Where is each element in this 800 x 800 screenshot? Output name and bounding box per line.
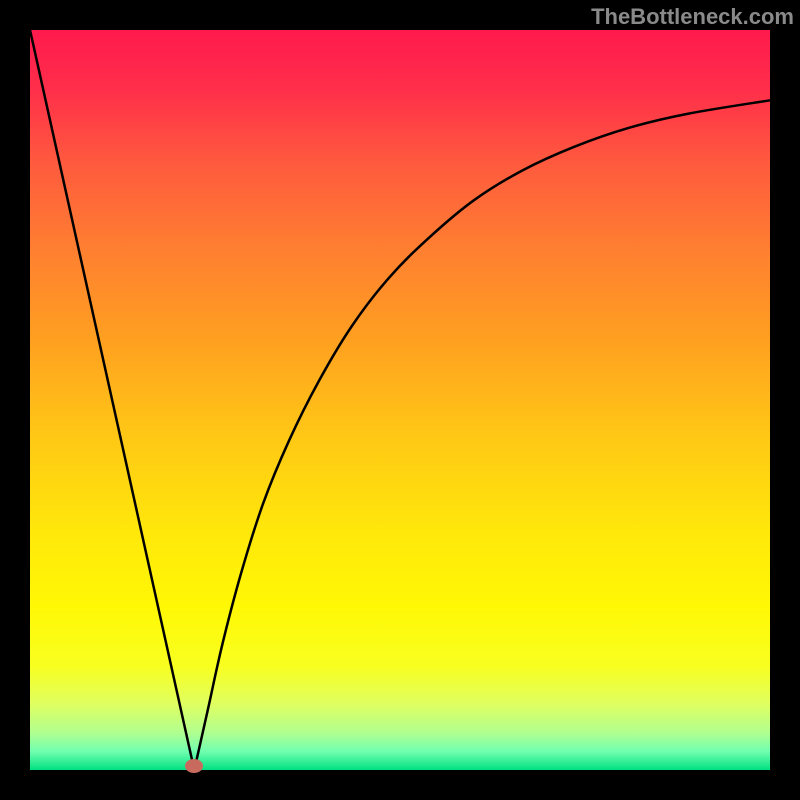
chart-container: TheBottleneck.com xyxy=(0,0,800,800)
optimum-marker xyxy=(185,759,203,773)
watermark-text: TheBottleneck.com xyxy=(591,4,794,30)
plot-area xyxy=(30,30,770,770)
bottleneck-curve xyxy=(30,30,770,770)
